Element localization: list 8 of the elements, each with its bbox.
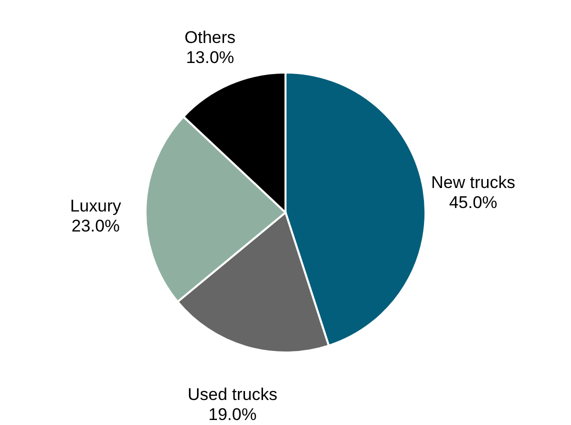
data-label: 45.0% (449, 192, 498, 212)
slice-label: New trucks (431, 172, 516, 192)
slice-label: Luxury (70, 196, 122, 216)
data-label: 13.0% (186, 48, 234, 68)
data-label: 19.0% (208, 404, 257, 424)
slice-label: Others (184, 28, 236, 48)
slice-label: Used trucks (188, 384, 278, 404)
data-label: 23.0% (71, 216, 120, 236)
